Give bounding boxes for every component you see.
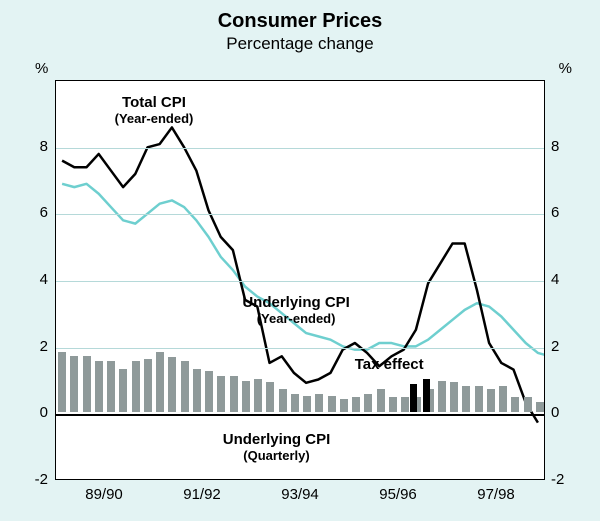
line-underlying-cpi-year (62, 184, 544, 363)
bar-underlying-quarterly (266, 382, 274, 412)
x-tick-label: 97/98 (477, 486, 515, 503)
y-tick-label-left: 0 (8, 404, 48, 421)
inline-label-text: Underlying CPI (242, 294, 350, 311)
bar-underlying-quarterly (462, 386, 470, 413)
inline-label-subtext: (Year-ended) (115, 111, 194, 126)
bar-underlying-quarterly (70, 356, 78, 413)
gridline (56, 148, 544, 149)
inline-label-text: Total CPI (115, 94, 194, 111)
bar-underlying-quarterly (193, 369, 201, 412)
bar-underlying-quarterly (315, 394, 323, 412)
chart-subtitle: Percentage change (0, 34, 600, 54)
bar-underlying-quarterly (83, 356, 91, 413)
chart-container: Consumer Prices Percentage change % % To… (0, 0, 600, 521)
bar-underlying-quarterly (107, 361, 115, 413)
x-tick-label: 95/96 (379, 486, 417, 503)
bar-underlying-quarterly (156, 352, 164, 412)
bar-underlying-quarterly (364, 394, 372, 412)
bar-underlying-quarterly (168, 357, 176, 412)
bar-underlying-quarterly (450, 382, 458, 412)
bar-underlying-quarterly (254, 379, 262, 412)
inline-label-subtext: (Year-ended) (242, 311, 350, 326)
y-tick-label-left: 8 (8, 138, 48, 155)
inline-label-underlying-q: Underlying CPI(Quarterly) (223, 431, 331, 463)
bar-underlying-quarterly (340, 399, 348, 412)
y-tick-label-left: 2 (8, 338, 48, 355)
bar-underlying-quarterly (536, 402, 544, 412)
bar-tax-effect (410, 384, 417, 412)
inline-label-text: Underlying CPI (223, 431, 331, 448)
bar-underlying-quarterly (499, 386, 507, 413)
bar-underlying-quarterly (352, 397, 360, 412)
bar-underlying-quarterly (389, 397, 397, 412)
bar-underlying-quarterly (132, 361, 140, 413)
inline-label-text: Tax effect (355, 356, 424, 373)
y-tick-label-right: 0 (551, 404, 591, 421)
x-tick-label: 93/94 (281, 486, 319, 503)
bar-underlying-quarterly (217, 376, 225, 413)
y-tick-label-left: 4 (8, 271, 48, 288)
gridline (56, 281, 544, 282)
inline-label-total-cpi: Total CPI(Year-ended) (115, 94, 194, 126)
y-tick-label-left: -2 (8, 471, 48, 488)
bar-underlying-quarterly (401, 397, 409, 412)
bar-underlying-quarterly (377, 389, 385, 412)
y-axis-unit-right: % (559, 60, 572, 77)
y-tick-label-right: 4 (551, 271, 591, 288)
bar-underlying-quarterly (487, 389, 495, 412)
bar-underlying-quarterly (144, 359, 152, 412)
bar-underlying-quarterly (475, 386, 483, 413)
y-tick-label-left: 6 (8, 204, 48, 221)
gridline (56, 214, 544, 215)
y-tick-label-right: 2 (551, 338, 591, 355)
inline-label-tax-effect: Tax effect (355, 356, 424, 373)
x-tick-label: 89/90 (85, 486, 123, 503)
y-tick-label-right: 6 (551, 204, 591, 221)
bar-underlying-quarterly (524, 397, 532, 412)
bar-underlying-quarterly (119, 369, 127, 412)
inline-label-underlying-year: Underlying CPI(Year-ended) (242, 294, 350, 326)
bar-underlying-quarterly (242, 381, 250, 413)
chart-title: Consumer Prices (0, 10, 600, 33)
bar-underlying-quarterly (205, 371, 213, 413)
y-tick-label-right: 8 (551, 138, 591, 155)
bar-underlying-quarterly (279, 389, 287, 412)
bar-underlying-quarterly (181, 361, 189, 413)
plot-area: Total CPI(Year-ended)Underlying CPI(Year… (55, 80, 545, 480)
bar-underlying-quarterly (303, 396, 311, 413)
x-tick-label: 91/92 (183, 486, 221, 503)
bar-underlying-quarterly (95, 361, 103, 413)
gridline (56, 348, 544, 349)
bar-underlying-quarterly (438, 381, 446, 413)
bar-underlying-quarterly (58, 352, 66, 412)
bar-tax-effect (423, 379, 430, 412)
bar-underlying-quarterly (291, 394, 299, 412)
inline-label-subtext: (Quarterly) (223, 448, 331, 463)
bar-underlying-quarterly (230, 376, 238, 413)
line-series-layer (56, 81, 544, 479)
bar-underlying-quarterly (328, 396, 336, 413)
bar-underlying-quarterly (511, 397, 519, 412)
y-axis-unit-left: % (35, 60, 48, 77)
gridline (56, 414, 544, 416)
y-tick-label-right: -2 (551, 471, 591, 488)
